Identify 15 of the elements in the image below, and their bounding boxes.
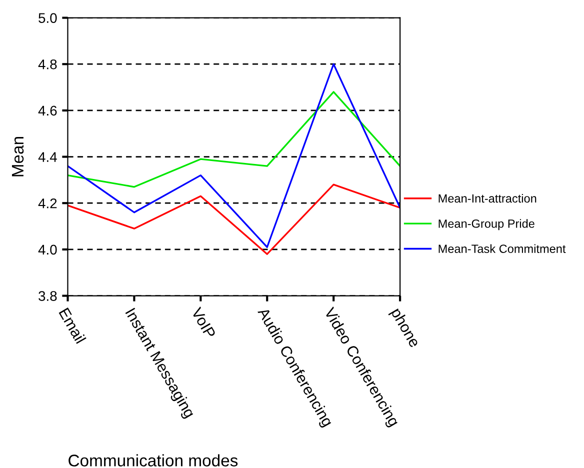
legend-label: Mean-Group Pride <box>438 219 534 230</box>
legend-label: Mean-Int-attraction <box>438 194 536 203</box>
y-tick-label: 4.4 <box>38 152 57 162</box>
line-series <box>68 184 400 255</box>
y-tick-label: 3.8 <box>38 291 57 301</box>
y-tick-label: 4.0 <box>38 244 57 255</box>
y-tick-label: 4.8 <box>38 59 57 70</box>
y-tick-label: 4.2 <box>38 198 57 208</box>
line-series <box>68 91 400 188</box>
y-tick-label: 5.0 <box>38 13 57 23</box>
y-tick-label: 4.6 <box>38 106 57 116</box>
x-axis-title: Communication modes <box>68 454 238 466</box>
legend-label: Mean-Task Commitment <box>438 244 566 253</box>
y-axis-title: Mean <box>12 137 24 176</box>
line-series <box>68 63 400 248</box>
